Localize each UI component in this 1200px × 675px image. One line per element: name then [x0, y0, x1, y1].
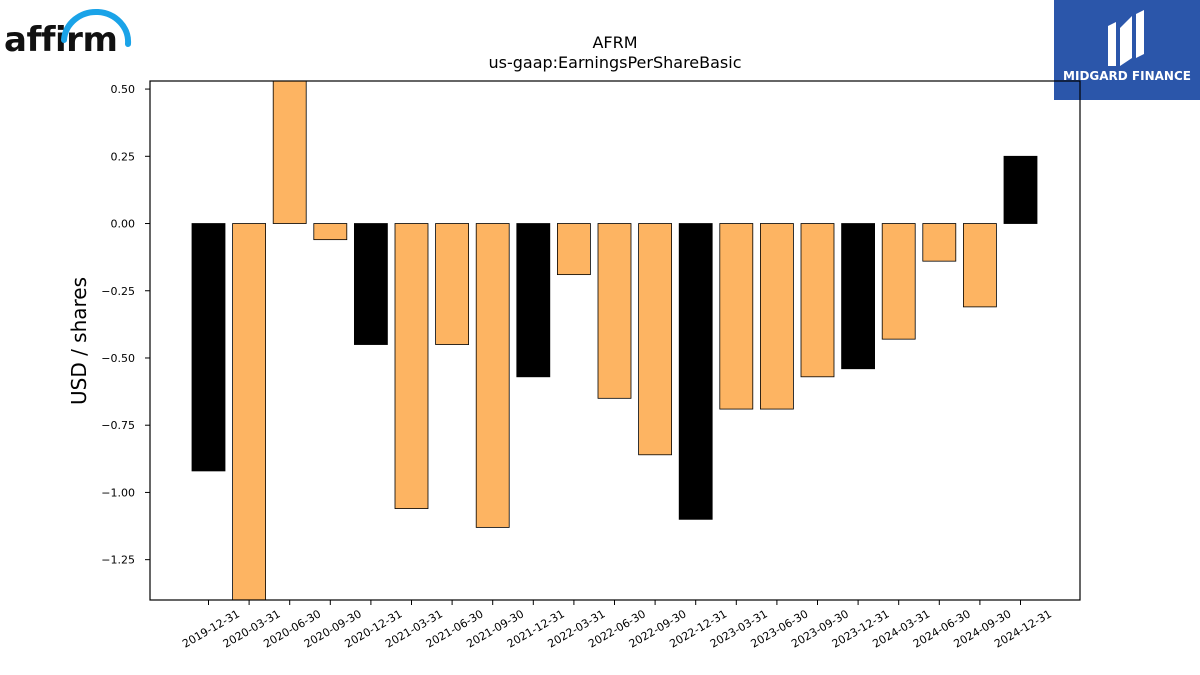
midgard-finance-logo: MIDGARD FINANCE: [1054, 0, 1200, 100]
chart-subtitle: us-gaap:EarningsPerShareBasic: [488, 53, 741, 72]
y-axis-label: USD / shares: [67, 277, 91, 405]
bar-2023-06-30: [760, 223, 794, 410]
bar-2021-12-31: [516, 223, 551, 378]
bar-2024-03-31: [881, 223, 916, 340]
bar-2021-06-30: [435, 223, 470, 345]
bar-2022-03-31: [557, 223, 591, 276]
bar-2023-12-31: [841, 223, 875, 370]
y-tick-label: −0.50: [101, 352, 135, 365]
bar-2021-03-31: [394, 223, 429, 509]
affirm-arc-icon: [61, 9, 132, 47]
bar-2024-12-31: [1003, 155, 1038, 224]
bar-2020-03-31: [232, 223, 267, 600]
bar-2020-09-30: [313, 223, 348, 241]
bar-2020-06-30: [272, 81, 307, 224]
bar-2021-09-30: [475, 223, 510, 528]
x-ticks-group: 2019-12-312020-03-312020-06-302020-09-30…: [180, 600, 1054, 651]
bar-2024-06-30: [922, 223, 957, 262]
midgard-finance-label: MIDGARD FINANCE: [1063, 69, 1191, 83]
y-tick-label: 0.50: [111, 83, 136, 96]
y-tick-label: −0.25: [101, 285, 135, 298]
bar-2022-06-30: [597, 223, 632, 399]
bar-2023-09-30: [800, 223, 835, 378]
y-tick-label: −0.75: [101, 419, 135, 432]
bar-2022-12-31: [678, 223, 713, 520]
bars-group: [191, 81, 1038, 600]
y-tick-label: 0.00: [111, 218, 136, 231]
plot-frame: [149, 80, 1081, 601]
bar-2024-09-30: [963, 223, 997, 308]
y-tick-label: −1.25: [101, 554, 135, 567]
bar-2023-03-31: [719, 223, 754, 410]
y-ticks-group: 0.50 0.25 0.00 −0.25 −0.50 −0.75 −1.00 −1.25: [101, 83, 150, 567]
chart-title: AFRM: [592, 33, 637, 52]
y-tick-label: −1.00: [101, 486, 135, 499]
bar-2020-12-31: [353, 223, 388, 345]
affirm-logo-text: affirm: [4, 20, 118, 60]
bar-2022-09-30: [638, 223, 672, 456]
bar-2019-12-31: [191, 223, 226, 472]
y-tick-label: 0.25: [111, 150, 136, 163]
midgard-finance-mark-icon: [1108, 10, 1144, 66]
